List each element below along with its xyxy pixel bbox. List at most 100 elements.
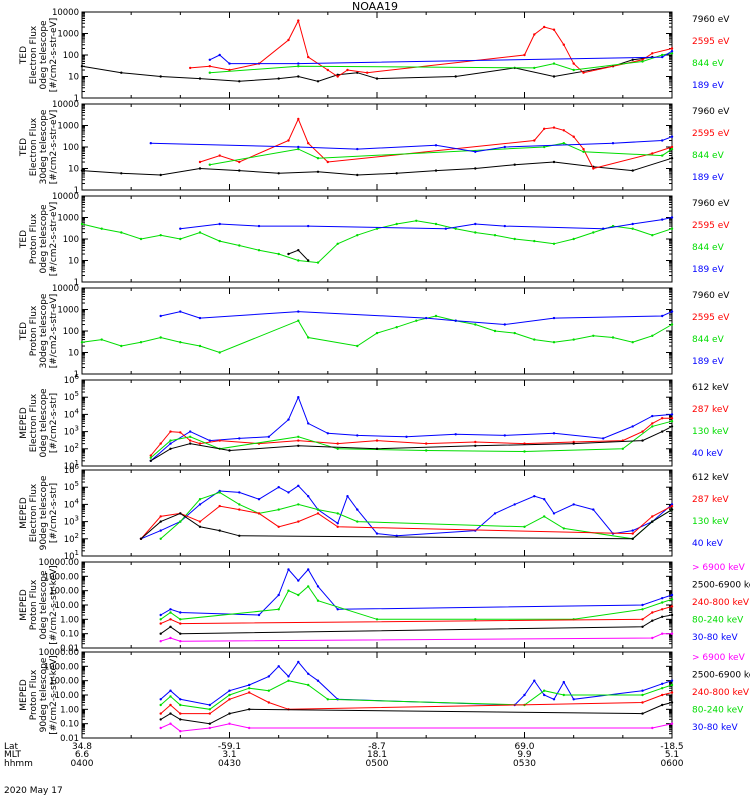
y-tick-label: 1000 xyxy=(57,214,79,224)
data-point xyxy=(533,33,536,36)
data-point xyxy=(297,520,300,523)
y-tick-label: 1000.00 xyxy=(44,572,79,582)
data-point xyxy=(159,622,162,625)
data-point xyxy=(572,698,575,701)
data-point xyxy=(159,726,162,730)
data-point xyxy=(651,611,654,614)
data-point xyxy=(287,491,290,494)
y-tick-label: 10 xyxy=(68,165,79,175)
y-tick-label: 1 xyxy=(74,186,79,196)
data-point xyxy=(493,234,497,237)
data-point xyxy=(297,396,300,399)
data-point xyxy=(375,331,379,335)
panel-1: TEDElectron Flux0deg telescope[#/cm2-s-s… xyxy=(19,11,674,99)
data-point xyxy=(543,515,546,518)
x-tick-label: 0430 xyxy=(218,759,241,769)
y-tick-label: 1.00 xyxy=(60,615,79,625)
legend-entry: > 6900 keV xyxy=(692,563,746,573)
panel-2: TEDElectron Flux30deg telescope[#/cm2-s-… xyxy=(19,103,674,191)
y-tick-label: 10000.00 xyxy=(38,648,79,658)
data-point xyxy=(562,142,565,145)
data-point xyxy=(277,172,280,175)
data-point xyxy=(316,170,320,173)
data-point xyxy=(159,640,162,643)
y-tick-label: 0.10 xyxy=(60,720,79,730)
data-point xyxy=(631,222,634,226)
data-point xyxy=(670,503,674,506)
y-tick-label: 0.01 xyxy=(60,734,79,744)
data-point xyxy=(415,219,418,222)
series-line xyxy=(160,568,673,616)
data-point xyxy=(316,512,320,515)
data-point xyxy=(287,589,290,592)
panel-3: TEDProton Flux0deg telescope[#/cm2-s-str… xyxy=(19,195,674,283)
data-point xyxy=(257,512,261,515)
series-line xyxy=(160,311,673,326)
data-point xyxy=(582,147,585,151)
data-point xyxy=(307,495,310,498)
data-point xyxy=(228,712,231,715)
data-point xyxy=(602,227,605,230)
data-point xyxy=(651,515,654,518)
data-point xyxy=(267,435,270,438)
data-point xyxy=(543,689,546,692)
data-point xyxy=(297,147,300,151)
data-point xyxy=(277,525,280,528)
y-tick-label: 103 xyxy=(64,515,79,528)
data-point xyxy=(631,529,634,532)
data-point xyxy=(316,508,320,511)
data-point xyxy=(474,222,477,226)
legend-entry: 2595 eV xyxy=(692,129,730,139)
data-point xyxy=(513,237,516,241)
data-point xyxy=(80,341,84,344)
data-point xyxy=(297,444,300,447)
data-point xyxy=(651,334,654,337)
data-point xyxy=(287,568,290,571)
data-point xyxy=(336,442,339,445)
data-point xyxy=(543,693,546,697)
data-point xyxy=(454,75,457,78)
data-point xyxy=(326,160,329,164)
series-line xyxy=(81,56,653,82)
data-point xyxy=(277,508,280,511)
series-line xyxy=(160,605,673,625)
data-point xyxy=(169,636,172,640)
data-point xyxy=(670,147,674,151)
x-tick-label: 0530 xyxy=(513,759,536,769)
data-point xyxy=(533,239,536,243)
data-point xyxy=(474,323,477,326)
data-point xyxy=(297,593,300,597)
data-point xyxy=(169,695,172,698)
data-point xyxy=(277,252,280,256)
data-point xyxy=(572,338,575,341)
legend-entry: 844 eV xyxy=(692,243,725,253)
series-line xyxy=(160,691,673,715)
data-point xyxy=(493,329,497,333)
data-point xyxy=(670,691,674,694)
data-point xyxy=(198,231,202,234)
data-point xyxy=(562,680,565,684)
y-tick-label: 10.00 xyxy=(55,601,79,611)
x-tick-label: -18.5 xyxy=(660,742,683,752)
data-point xyxy=(218,504,221,508)
data-point xyxy=(503,224,506,228)
data-point xyxy=(670,701,674,704)
data-point xyxy=(670,605,674,608)
data-point xyxy=(533,139,536,142)
data-point xyxy=(307,55,310,59)
data-point xyxy=(179,611,182,614)
data-point xyxy=(189,442,192,445)
data-point xyxy=(238,244,241,247)
data-point xyxy=(434,169,438,172)
data-point xyxy=(198,503,202,506)
data-point xyxy=(316,80,320,83)
data-point xyxy=(552,28,556,31)
data-point xyxy=(277,665,280,668)
legend-entry: 189 eV xyxy=(692,81,725,91)
data-point xyxy=(572,237,575,241)
data-point xyxy=(523,693,526,697)
data-point xyxy=(670,679,674,682)
data-point xyxy=(661,687,664,690)
legend-entry: 2595 eV xyxy=(692,313,730,323)
data-point xyxy=(611,142,615,145)
